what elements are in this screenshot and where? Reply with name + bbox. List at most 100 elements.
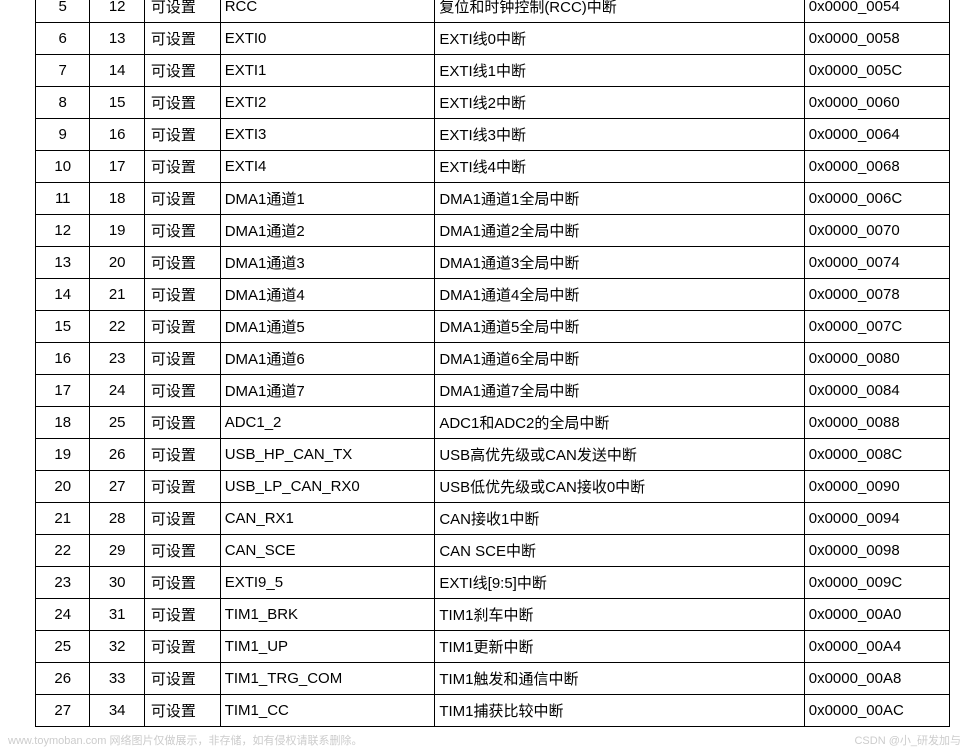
table-row: 1118可设置DMA1通道1DMA1通道1全局中断0x0000_006C bbox=[36, 183, 950, 215]
cell: 0x0000_00A4 bbox=[804, 631, 949, 663]
cell: USB_HP_CAN_TX bbox=[220, 439, 435, 471]
table-row: 2734可设置TIM1_CCTIM1捕获比较中断0x0000_00AC bbox=[36, 695, 950, 727]
cell: 0x0000_0064 bbox=[804, 119, 949, 151]
table-row: 2128可设置CAN_RX1CAN接收1中断0x0000_0094 bbox=[36, 503, 950, 535]
cell: 31 bbox=[90, 599, 144, 631]
interrupt-vector-table: 512可设置RCC复位和时钟控制(RCC)中断0x0000_0054613可设置… bbox=[35, 0, 950, 727]
table-row: 1320可设置DMA1通道3DMA1通道3全局中断0x0000_0074 bbox=[36, 247, 950, 279]
table-row: 512可设置RCC复位和时钟控制(RCC)中断0x0000_0054 bbox=[36, 0, 950, 23]
cell: 10 bbox=[36, 151, 90, 183]
cell: 0x0000_00A0 bbox=[804, 599, 949, 631]
cell: 28 bbox=[90, 503, 144, 535]
cell: 14 bbox=[36, 279, 90, 311]
cell: EXTI线1中断 bbox=[435, 55, 804, 87]
table-row: 2229可设置CAN_SCECAN SCE中断0x0000_0098 bbox=[36, 535, 950, 567]
cell: 20 bbox=[36, 471, 90, 503]
cell: 0x0000_0054 bbox=[804, 0, 949, 23]
cell: TIM1触发和通信中断 bbox=[435, 663, 804, 695]
cell: 可设置 bbox=[144, 567, 220, 599]
cell: EXTI4 bbox=[220, 151, 435, 183]
cell: TIM1_TRG_COM bbox=[220, 663, 435, 695]
cell: 复位和时钟控制(RCC)中断 bbox=[435, 0, 804, 23]
cell: ADC1_2 bbox=[220, 407, 435, 439]
cell: 27 bbox=[90, 471, 144, 503]
cell: CAN_SCE bbox=[220, 535, 435, 567]
cell: 9 bbox=[36, 119, 90, 151]
cell: 0x0000_0084 bbox=[804, 375, 949, 407]
table-row: 1724可设置DMA1通道7DMA1通道7全局中断0x0000_0084 bbox=[36, 375, 950, 407]
cell: 可设置 bbox=[144, 631, 220, 663]
table-row: 1219可设置DMA1通道2DMA1通道2全局中断0x0000_0070 bbox=[36, 215, 950, 247]
cell: DMA1通道3 bbox=[220, 247, 435, 279]
cell: DMA1通道1全局中断 bbox=[435, 183, 804, 215]
cell: 11 bbox=[36, 183, 90, 215]
cell: TIM1_BRK bbox=[220, 599, 435, 631]
cell: 0x0000_0060 bbox=[804, 87, 949, 119]
cell: 可设置 bbox=[144, 343, 220, 375]
cell: 6 bbox=[36, 23, 90, 55]
cell: 32 bbox=[90, 631, 144, 663]
cell: RCC bbox=[220, 0, 435, 23]
cell: 0x0000_00AC bbox=[804, 695, 949, 727]
cell: 25 bbox=[90, 407, 144, 439]
cell: 29 bbox=[90, 535, 144, 567]
cell: EXTI2 bbox=[220, 87, 435, 119]
cell: EXTI线3中断 bbox=[435, 119, 804, 151]
cell: 0x0000_00A8 bbox=[804, 663, 949, 695]
cell: CAN SCE中断 bbox=[435, 535, 804, 567]
cell: 可设置 bbox=[144, 183, 220, 215]
table-row: 2633可设置TIM1_TRG_COMTIM1触发和通信中断0x0000_00A… bbox=[36, 663, 950, 695]
table-row: 2330可设置EXTI9_5EXTI线[9:5]中断0x0000_009C bbox=[36, 567, 950, 599]
cell: 16 bbox=[90, 119, 144, 151]
cell: 可设置 bbox=[144, 55, 220, 87]
cell: 0x0000_0098 bbox=[804, 535, 949, 567]
cell: DMA1通道5全局中断 bbox=[435, 311, 804, 343]
cell: 可设置 bbox=[144, 311, 220, 343]
cell: 7 bbox=[36, 55, 90, 87]
table-row: 815可设置EXTI2EXTI线2中断0x0000_0060 bbox=[36, 87, 950, 119]
cell: 18 bbox=[90, 183, 144, 215]
cell: 0x0000_0068 bbox=[804, 151, 949, 183]
cell: 5 bbox=[36, 0, 90, 23]
cell: 19 bbox=[90, 215, 144, 247]
cell: 15 bbox=[36, 311, 90, 343]
table-row: 613可设置EXTI0EXTI线0中断0x0000_0058 bbox=[36, 23, 950, 55]
cell: 13 bbox=[90, 23, 144, 55]
cell: 21 bbox=[36, 503, 90, 535]
cell: 0x0000_0090 bbox=[804, 471, 949, 503]
cell: 可设置 bbox=[144, 215, 220, 247]
cell: 可设置 bbox=[144, 471, 220, 503]
cell: 25 bbox=[36, 631, 90, 663]
cell: 可设置 bbox=[144, 119, 220, 151]
cell: 0x0000_009C bbox=[804, 567, 949, 599]
table-row: 1017可设置EXTI4EXTI线4中断0x0000_0068 bbox=[36, 151, 950, 183]
cell: 0x0000_008C bbox=[804, 439, 949, 471]
cell: 14 bbox=[90, 55, 144, 87]
table-row: 2431可设置TIM1_BRKTIM1刹车中断0x0000_00A0 bbox=[36, 599, 950, 631]
cell: TIM1捕获比较中断 bbox=[435, 695, 804, 727]
cell: 12 bbox=[90, 0, 144, 23]
cell: 24 bbox=[36, 599, 90, 631]
table-row: 1623可设置DMA1通道6DMA1通道6全局中断0x0000_0080 bbox=[36, 343, 950, 375]
cell: 24 bbox=[90, 375, 144, 407]
cell: 22 bbox=[36, 535, 90, 567]
cell: 8 bbox=[36, 87, 90, 119]
cell: DMA1通道5 bbox=[220, 311, 435, 343]
cell: TIM1_UP bbox=[220, 631, 435, 663]
cell: USB低优先级或CAN接收0中断 bbox=[435, 471, 804, 503]
cell: 0x0000_0058 bbox=[804, 23, 949, 55]
cell: DMA1通道2 bbox=[220, 215, 435, 247]
cell: 21 bbox=[90, 279, 144, 311]
cell: DMA1通道7全局中断 bbox=[435, 375, 804, 407]
cell: CAN接收1中断 bbox=[435, 503, 804, 535]
cell: 0x0000_005C bbox=[804, 55, 949, 87]
cell: 18 bbox=[36, 407, 90, 439]
cell: 可设置 bbox=[144, 23, 220, 55]
cell: DMA1通道7 bbox=[220, 375, 435, 407]
table-row: 2027可设置USB_LP_CAN_RX0USB低优先级或CAN接收0中断0x0… bbox=[36, 471, 950, 503]
cell: EXTI线[9:5]中断 bbox=[435, 567, 804, 599]
cell: 22 bbox=[90, 311, 144, 343]
cell: 可设置 bbox=[144, 439, 220, 471]
cell: 0x0000_007C bbox=[804, 311, 949, 343]
cell: DMA1通道6全局中断 bbox=[435, 343, 804, 375]
